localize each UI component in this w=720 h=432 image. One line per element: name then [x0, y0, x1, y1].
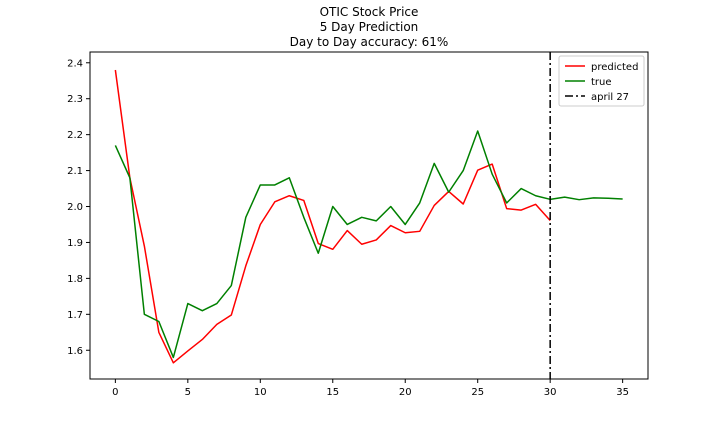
- chart-title-group: OTIC Stock Price 5 Day Prediction Day to…: [290, 5, 449, 49]
- axes-frame: [89, 51, 649, 380]
- x-tick-label: 25: [471, 387, 484, 398]
- y-tick-label: 2.2: [67, 130, 83, 141]
- chart-title-line-3: Day to Day accuracy: 61%: [290, 35, 449, 49]
- y-tick-label: 2.0: [67, 202, 83, 213]
- legend-frame: [558, 55, 645, 107]
- x-axis-ticks: 0 5 10 15 20 25 30 35: [112, 379, 629, 398]
- y-tick-label: 2.3: [67, 94, 83, 105]
- y-tick-label: 2.4: [67, 58, 83, 69]
- y-tick-label: 1.9: [67, 238, 83, 249]
- y-tick-label: 2.1: [67, 166, 83, 177]
- x-tick-label: 35: [616, 387, 629, 398]
- x-tick-label: 15: [326, 387, 339, 398]
- y-tick-label: 1.6: [67, 346, 83, 357]
- y-tick-label: 1.8: [67, 274, 83, 285]
- chart-title-line-1: OTIC Stock Price: [320, 5, 419, 19]
- x-tick-label: 0: [112, 387, 118, 398]
- legend-label-predicted: predicted: [591, 62, 638, 73]
- plot-area: [89, 51, 649, 380]
- x-tick-label: 30: [544, 387, 557, 398]
- legend-label-april-27: april 27: [591, 92, 629, 103]
- x-tick-label: 20: [399, 387, 412, 398]
- y-axis-ticks: 1.6 1.7 1.8 1.9 2.0 2.1 2.2 2.3 2.4: [67, 58, 90, 357]
- series-line-predicted: [114, 69, 551, 364]
- legend-label-true: true: [591, 77, 612, 88]
- x-tick-label: 10: [254, 387, 267, 398]
- series-lines: [114, 52, 623, 379]
- x-tick-label: 5: [185, 387, 191, 398]
- y-tick-label: 1.7: [67, 310, 83, 321]
- chart-title-line-2: 5 Day Prediction: [320, 20, 419, 34]
- series-line-true: [114, 130, 623, 359]
- legend: predicted true april 27: [558, 55, 645, 107]
